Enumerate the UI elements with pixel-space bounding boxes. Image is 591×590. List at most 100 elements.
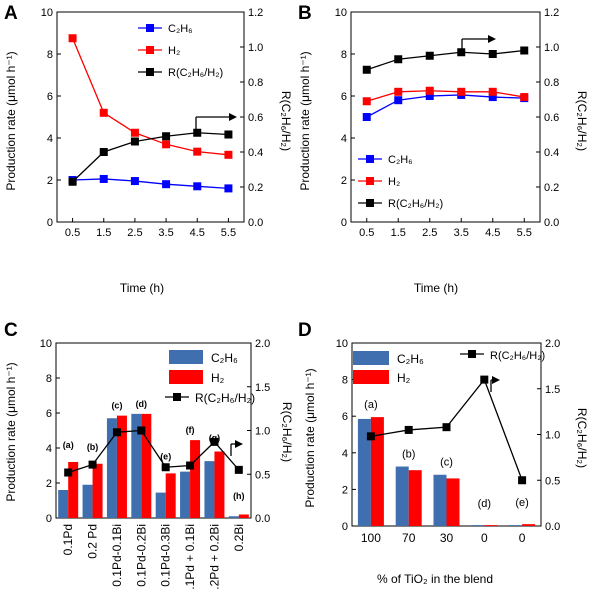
panel-b-chart: 0.5 1.5 2.5 3.5 4.5 5.5 0 2 4 6 8 10 0.0 0.2 0.4 0.6 0.8… [335, 7, 560, 239]
panel-d-annotation: (e) [515, 497, 528, 509]
panel-b-ytick-right-label: 0.6 [544, 112, 559, 124]
panel-d-ytick-label: 2 [342, 484, 348, 496]
panel-d-bar-c2h6 [471, 525, 485, 526]
panel-d-ytick-label: 10 [336, 338, 348, 350]
panel-d-ratio-point [404, 425, 413, 434]
panel-d-annotation: (d) [478, 498, 491, 510]
panel-b-ylabel: Production rate (μmol h⁻¹) [298, 51, 312, 190]
panel-c-annotation: (a) [63, 440, 74, 450]
panel-b-ytick-label: 8 [341, 49, 347, 61]
panel-c-legend-marker [173, 393, 181, 401]
panel-c-ytick-label: 2 [46, 478, 52, 490]
panel-a-ytick-label: 4 [47, 133, 53, 145]
panel-d-ytick-label: 0 [342, 521, 348, 533]
panel-d-category-label: 30 [440, 531, 454, 545]
panel-b-series-2-point [362, 65, 371, 74]
panel-a-series-line-0 [72, 178, 229, 190]
panel-c-annotation: (e) [160, 451, 171, 461]
panel-a-ytick-right-label: 1.0 [248, 42, 263, 54]
panel-c-category-label: 0.1Pd-0.3Bi [159, 524, 173, 587]
panel-c-bar-c2h6 [228, 516, 239, 518]
panel-d-legend-label: R(C₂H₆/H₂) [490, 350, 545, 362]
panel-c-ratio-point [210, 437, 219, 446]
panel-d-legend-label: H₂ [397, 371, 411, 385]
panel-b-legend-label: H₂ [388, 176, 400, 188]
panel-b-ytick-label: 6 [341, 91, 347, 103]
panel-d-category-label: 100 [361, 531, 381, 545]
panel-c-legend-swatch [169, 370, 203, 384]
panel-a-ylabel-right: R(C₂H₆/H₂) [279, 91, 293, 151]
panel-d-legend-swatch [353, 370, 389, 384]
panel-c-annotation: (b) [87, 442, 99, 452]
panel-a-legend-label: R(C₂H₆/H₂) [168, 67, 223, 79]
panel-letter-d: D [298, 320, 312, 341]
panel-b-xtick-label: 1.5 [391, 227, 406, 239]
panel-c-ytick-label: 10 [40, 338, 52, 350]
panel-a-series-0-point [99, 174, 108, 183]
panel-a-ytick-label: 6 [47, 91, 53, 103]
panel-c-ytick-right-label: 2.0 [255, 338, 270, 350]
panel-b-xtick-label: 3.5 [454, 227, 469, 239]
panel-d-ratio-point [366, 432, 375, 441]
panel-b-ytick-label: 0 [341, 217, 347, 229]
panel-d-bar-c2h6 [357, 418, 371, 526]
panel-c-bar-c2h6 [131, 413, 142, 518]
panel-c-bar-h2 [238, 514, 249, 518]
panel-b-series-0-point [394, 96, 403, 105]
panel-d-annotation: (c) [440, 457, 453, 469]
panel-b-xtick-label: 2.5 [422, 227, 437, 239]
panel-b-ytick-label: 4 [341, 133, 347, 145]
panel-b-legend-marker [366, 199, 374, 207]
panel-b-series-1-point [488, 87, 497, 96]
panel-a-legend-marker [146, 68, 154, 76]
panel-c-ytick-label: 4 [46, 443, 52, 455]
panel-a-chart: 0.5 1.5 2.5 3.5 4.5 5.5 0 2 4 6 8 10 0.0 0.2 0.4 0.6 0.8… [41, 7, 264, 239]
panel-a-legend-marker [146, 24, 154, 32]
panel-a-series-2-point [99, 148, 108, 156]
panel-a-ylabel: Production rate (μmol h⁻¹) [4, 51, 18, 190]
panel-b-legend-marker [366, 177, 374, 185]
panel-c-bar-h2 [68, 462, 79, 518]
panel-c-bar-c2h6 [155, 492, 166, 518]
panel-b-series-1-point [425, 86, 434, 95]
panel-b-series-2-point [425, 51, 434, 60]
panel-a-ytick-label: 0 [47, 217, 53, 229]
panel-d-annotation: (a) [364, 399, 377, 411]
panel-a-ytick-right-label: 1.2 [248, 7, 263, 19]
panel-d-bar-c2h6 [509, 525, 523, 526]
panel-a-ytick-right-label: 0.8 [248, 77, 263, 89]
panel-b-axis-arrow-head [488, 35, 496, 43]
panel-letter-b: B [298, 3, 312, 24]
panel-d-ytick-right-label: 2.0 [545, 338, 560, 350]
panel-d-ratio-point [480, 375, 489, 384]
panel-d-bar-h2 [522, 524, 536, 526]
panel-b-series-1-point [362, 97, 371, 106]
panel-d-category-label: 70 [402, 531, 416, 545]
panel-a-series-0-point [193, 182, 202, 191]
panel-b-series-2-point [488, 50, 497, 58]
panel-c-bar-h2 [214, 451, 225, 518]
panel-b-ytick-label: 10 [335, 7, 347, 19]
panel-c-ytick-right-label: 0.5 [255, 469, 270, 481]
panel-a-series-1-point [130, 128, 139, 137]
panel-c-legend-swatch [169, 350, 203, 364]
panel-b-series-1-point [457, 87, 466, 96]
panel-c-category-label: 0.2 Pd [86, 524, 100, 559]
panel-b-series-2-point [457, 48, 466, 57]
panel-c-ratio-point [112, 428, 121, 437]
panel-c-bar-h2 [165, 473, 176, 518]
panel-c-category-label: 0.1Pd-0.1Bi [110, 524, 124, 587]
panel-a-series-1-point [193, 147, 202, 156]
panel-a-xtick-label: 2.5 [127, 227, 142, 239]
panel-d-category-label: 0 [519, 531, 526, 545]
panel-d-ytick-label: 4 [342, 448, 348, 460]
panel-b-ytick-label: 2 [341, 175, 347, 187]
panel-b-ytick-right-label: 0.4 [544, 147, 559, 159]
panel-c-ylabel: Production rate (μmol h⁻¹) [4, 362, 18, 501]
panel-d-bar-c2h6 [433, 474, 447, 526]
panel-d-bar-h2 [484, 525, 498, 526]
panel-a-ytick-right-label: 0.6 [248, 112, 263, 124]
panel-c-bar-h2 [190, 440, 201, 518]
panel-b-ylabel-right: R(C₂H₆/H₂) [575, 91, 589, 151]
panel-c-ratio-point [88, 460, 97, 469]
